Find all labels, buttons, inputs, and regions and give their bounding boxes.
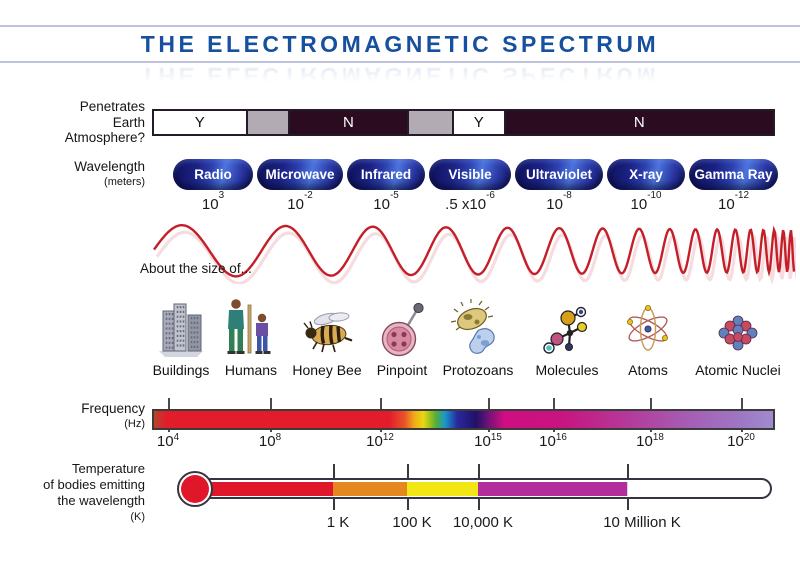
atomic-nuclei-icon — [718, 315, 758, 351]
temperature-tick-label: 1 K — [326, 514, 350, 531]
size-item-pinpoint: Pinpoint — [354, 286, 450, 378]
wavelength-bands: Radio Microwave Infrared Visible Ultravi… — [173, 159, 779, 190]
band-infrared: Infrared — [347, 159, 425, 190]
size-item-buildings: Buildings — [133, 286, 229, 378]
band-gamma: Gamma Ray — [689, 159, 778, 190]
size-item-atomic-nuclei: Atomic Nuclei — [690, 286, 786, 378]
frequency-tick-label: 108 — [258, 432, 282, 450]
title-bottom-rule — [0, 61, 800, 63]
band-microwave: Microwave — [257, 159, 343, 190]
band-ultraviolet: Ultraviolet — [515, 159, 603, 190]
wavelength-value: 10 -8 — [546, 190, 572, 213]
pinpoint-icon — [381, 302, 424, 357]
thermo-segment-orange — [332, 481, 407, 496]
band-radio: Radio — [173, 159, 253, 190]
frequency-tick-label: 1015 — [474, 432, 502, 450]
wavelength-value: 10 -10 — [630, 190, 662, 213]
atmosphere-segment-yes: Y — [154, 111, 246, 134]
honey-bee-icon — [303, 312, 353, 353]
temperature-tick-label: 10 Million K — [603, 514, 681, 531]
protozoans-icon — [450, 299, 495, 354]
size-item-label: Molecules — [535, 362, 599, 378]
size-item-label: Protozoans — [442, 362, 514, 378]
page-title: THE ELECTROMAGNETIC SPECTRUM — [140, 31, 660, 57]
size-item-label: Buildings — [152, 362, 210, 378]
humans-icon — [227, 299, 271, 354]
thermometer-tube — [186, 478, 772, 499]
size-item-label: Atomic Nuclei — [695, 362, 781, 378]
size-item-label: Pinpoint — [376, 362, 428, 378]
atmosphere-segment-yes: Y — [451, 111, 504, 134]
frequency-row-label: Frequency (Hz) — [81, 401, 145, 430]
wavelength-values: 10 3 10 -2 10 -5 .5 x 10 -6 10 -8 10 -10 10 -12 — [173, 190, 779, 213]
wavelength-value: .5 x 10 -6 — [445, 190, 495, 213]
frequency-spectrum-bar — [152, 409, 775, 430]
buildings-icon — [159, 303, 203, 357]
size-item-humans: Humans — [203, 286, 299, 378]
about-size-label: About the size of... — [140, 261, 252, 276]
wave-illustration — [148, 220, 799, 286]
wavelength-value: 10 -5 — [373, 190, 399, 213]
wavelength-value: 10 -12 — [718, 190, 749, 213]
thermo-segment-yellow — [406, 481, 478, 496]
wavelength-value: 10 -2 — [287, 190, 313, 213]
molecules-icon — [543, 306, 588, 354]
temperature-tick-label: 100 K — [392, 514, 432, 531]
temperature-row-label: Temperature of bodies emitting the wavel… — [43, 461, 145, 523]
size-item-label: Humans — [224, 362, 278, 378]
size-item-honey-bee: Honey Bee — [279, 286, 375, 378]
thermo-segment-red — [189, 481, 333, 496]
title-top-rule — [0, 25, 800, 27]
atmosphere-segment-partial — [407, 111, 452, 134]
thermo-segment-magenta — [477, 481, 627, 496]
frequency-tick-label: 104 — [156, 432, 180, 450]
size-item-protozoans: Protozoans — [430, 286, 526, 378]
atmosphere-segment-no: N — [503, 111, 773, 134]
thermometer-bulb — [177, 471, 213, 507]
wavelength-value: 10 3 — [201, 190, 225, 213]
size-item-atoms: Atoms — [600, 286, 696, 378]
thermo-segment-empty — [626, 481, 769, 496]
frequency-tick-label: 1020 — [727, 432, 755, 450]
band-xray: X-ray — [607, 159, 685, 190]
size-item-molecules: Molecules — [519, 286, 615, 378]
wave-svg — [153, 224, 799, 286]
title-reflection: THE ELECTROMAGNETIC SPECTRUM — [140, 63, 660, 86]
size-item-label: Atoms — [628, 362, 668, 378]
atmosphere-row-label: Penetrates Earth Atmosphere? — [64, 99, 145, 145]
wavelength-row-label: Wavelength (meters) — [74, 159, 145, 188]
frequency-tick-label: 1012 — [366, 432, 394, 450]
atmosphere-segment-partial — [245, 111, 288, 134]
atoms-icon — [626, 305, 669, 351]
frequency-tick-label: 1018 — [636, 432, 664, 450]
atmosphere-bar: Y N Y N — [152, 109, 775, 136]
temperature-tick-label: 10,000 K — [452, 514, 514, 531]
atmosphere-segment-no: N — [287, 111, 408, 134]
size-item-label: Honey Bee — [292, 362, 362, 378]
band-visible: Visible — [429, 159, 511, 190]
frequency-tick-label: 1016 — [539, 432, 567, 450]
